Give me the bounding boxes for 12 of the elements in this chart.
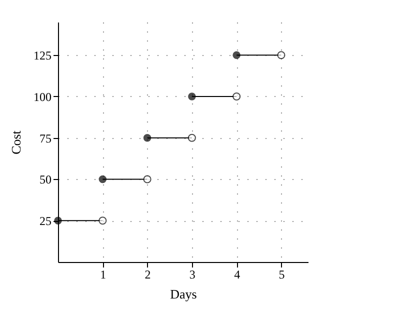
y-tick-label: 100: [34, 90, 52, 104]
y-tick-label: 50: [40, 172, 52, 187]
y-tick-label: 75: [40, 131, 52, 146]
y-axis-title: Cost: [8, 130, 24, 154]
y-tick-label: 125: [34, 48, 52, 63]
x-tick-label: 5: [278, 268, 285, 282]
y-tick-label: 25: [40, 214, 52, 228]
x-axis-title: Days: [170, 286, 197, 302]
x-tick-label: 3: [189, 268, 196, 282]
x-tick-label: 2: [144, 268, 151, 282]
x-tick-label: 1: [100, 268, 106, 282]
x-tick-label: 4: [234, 268, 240, 282]
